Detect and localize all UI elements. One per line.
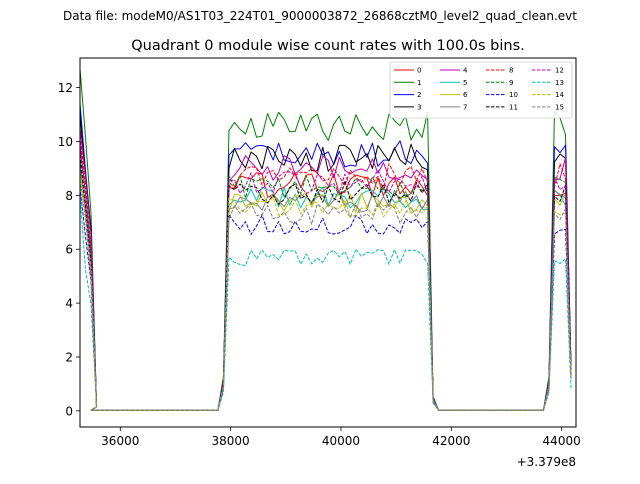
x-tick-label: 44000 [543,434,581,448]
legend-label-1: 1 [417,79,421,87]
series-line-0 [79,144,572,411]
series-line-3 [79,114,572,411]
series-layer [79,68,572,411]
y-tick-label: 0 [65,404,73,418]
series-line-13 [79,195,572,411]
legend-label-8: 8 [509,67,513,75]
y-tick-label: 10 [58,135,73,149]
legend-label-11: 11 [509,103,518,111]
chart-suptitle: Data file: modeM0/AS1T03_224T01_90000038… [63,9,577,23]
chart-title: Quadrant 0 module wise count rates with … [131,38,525,54]
legend-label-15: 15 [555,103,564,111]
legend-label-5: 5 [463,79,467,87]
series-line-12 [79,141,572,411]
x-tick-label: 40000 [322,434,360,448]
legend-label-0: 0 [417,67,421,75]
series-line-14 [79,171,572,411]
legend-label-4: 4 [463,67,468,75]
x-axis: 36000 38000 40000 42000 44000 [101,427,581,448]
y-axis: 0 2 4 6 8 10 12 [58,81,80,418]
legend-label-9: 9 [509,79,513,87]
series-line-5 [79,160,572,411]
legend-label-14: 14 [555,91,564,99]
x-tick-label: 42000 [432,434,470,448]
series-line-11 [79,154,572,411]
series-line-4 [79,127,572,411]
x-tick-label: 36000 [101,434,139,448]
legend-label-2: 2 [417,91,421,99]
series-line-6 [79,168,572,411]
x-tick-label: 38000 [212,434,250,448]
series-line-1 [79,68,572,411]
series-line-10 [79,187,572,411]
series-line-15 [79,179,572,411]
legend-label-13: 13 [555,79,564,87]
legend-label-3: 3 [417,103,421,111]
y-tick-label: 2 [65,350,73,364]
y-tick-label: 6 [65,243,73,257]
x-axis-offset-label: +3.379e8 [517,455,576,469]
legend-label-7: 7 [463,103,467,111]
legend-box [389,61,573,119]
y-tick-label: 8 [65,189,73,203]
series-line-7 [79,165,572,411]
legend-label-6: 6 [463,91,468,99]
y-tick-label: 4 [65,297,73,311]
legend-label-10: 10 [509,91,518,99]
series-line-8 [79,136,572,411]
plot-area-frame [79,57,577,428]
legend-label-12: 12 [555,67,564,75]
y-tick-label: 12 [58,81,73,95]
